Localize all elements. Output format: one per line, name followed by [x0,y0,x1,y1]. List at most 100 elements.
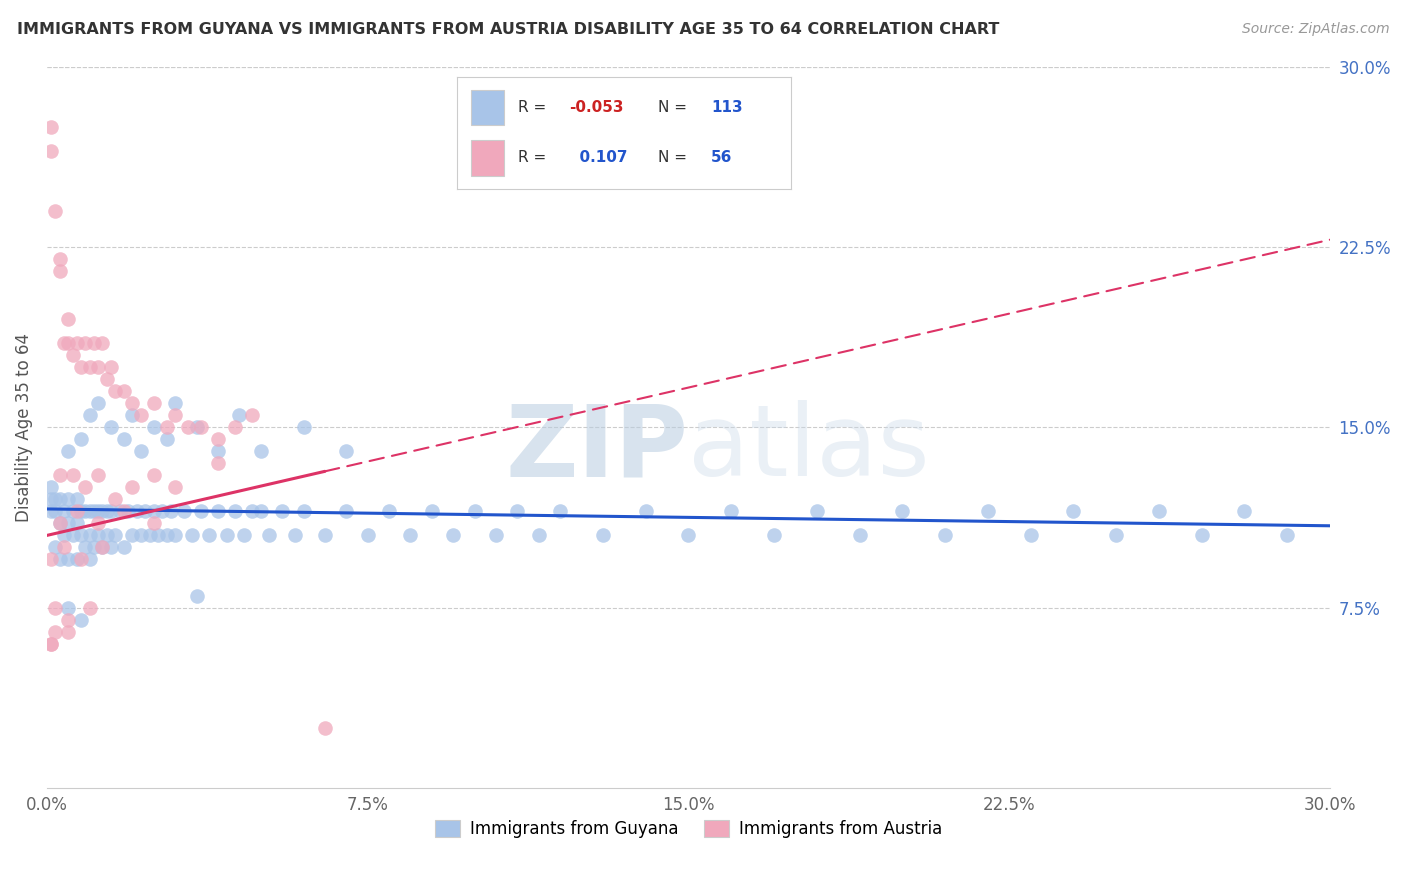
Point [891,504,914,518]
Point [44,203,66,218]
Point [39,144,62,158]
Point [87,504,110,518]
Point [848,528,870,542]
Point [464,504,486,518]
Point [378,504,401,518]
Point [678,528,700,542]
Point [121,528,143,542]
Point [39,637,62,651]
Point [165,528,187,542]
Point [91,504,114,518]
Point [165,396,187,410]
Point [121,408,143,422]
Point [58,624,80,639]
Text: IMMIGRANTS FROM GUYANA VS IMMIGRANTS FROM AUSTRIA DISABILITY AGE 35 TO 64 CORREL: IMMIGRANTS FROM GUYANA VS IMMIGRANTS FRO… [17,22,1000,37]
Point [96,528,118,542]
Point [58,336,80,351]
Point [62,468,84,483]
Point [160,504,183,518]
Point [207,444,229,458]
Point [224,504,246,518]
Point [44,600,66,615]
Point [48,552,70,566]
Point [100,420,122,434]
Point [763,528,786,542]
Point [58,552,80,566]
Point [70,552,93,566]
Point [112,504,135,518]
Point [177,420,200,434]
Point [634,504,657,518]
Point [100,541,122,555]
Point [96,372,118,386]
Point [142,420,165,434]
Point [165,408,187,422]
Point [506,504,529,518]
Point [181,528,204,542]
Point [104,528,127,542]
Point [87,360,110,375]
Point [134,504,156,518]
Point [548,504,571,518]
Point [284,528,307,542]
Point [165,480,187,494]
Point [70,360,93,375]
Point [53,504,76,518]
Point [156,432,179,446]
Point [58,492,80,507]
Point [207,504,229,518]
Point [62,528,84,542]
Point [292,504,315,518]
Point [207,456,229,470]
Text: Source: ZipAtlas.com: Source: ZipAtlas.com [1241,22,1389,37]
Point [240,408,263,422]
Point [58,444,80,458]
Point [399,528,422,542]
Point [39,637,62,651]
Point [66,552,89,566]
Point [39,492,62,507]
Legend: Immigrants from Guyana, Immigrants from Austria: Immigrants from Guyana, Immigrants from … [429,813,949,845]
Point [44,504,66,518]
Point [112,541,135,555]
Point [104,492,127,507]
Point [79,408,101,422]
Point [142,504,165,518]
Point [215,528,238,542]
Point [125,504,148,518]
Point [112,432,135,446]
Point [1062,504,1084,518]
Point [66,504,89,518]
Point [420,504,443,518]
Point [1105,528,1128,542]
Point [79,360,101,375]
Point [173,504,195,518]
Point [75,504,97,518]
Point [79,600,101,615]
Point [39,480,62,494]
Point [44,541,66,555]
Point [58,312,80,326]
Point [66,336,89,351]
Point [70,613,93,627]
Point [1019,528,1042,542]
Point [150,504,173,518]
Point [58,516,80,531]
Y-axis label: Disability Age 35 to 64: Disability Age 35 to 64 [15,333,32,522]
Point [249,504,271,518]
Point [121,396,143,410]
Point [53,528,76,542]
Point [100,504,122,518]
Point [934,528,956,542]
Point [117,504,139,518]
Point [335,444,357,458]
Point [48,516,70,531]
Point [357,528,380,542]
Point [335,504,357,518]
Point [48,264,70,278]
Point [58,613,80,627]
Point [66,492,89,507]
Point [91,336,114,351]
Point [806,504,828,518]
Point [48,252,70,266]
